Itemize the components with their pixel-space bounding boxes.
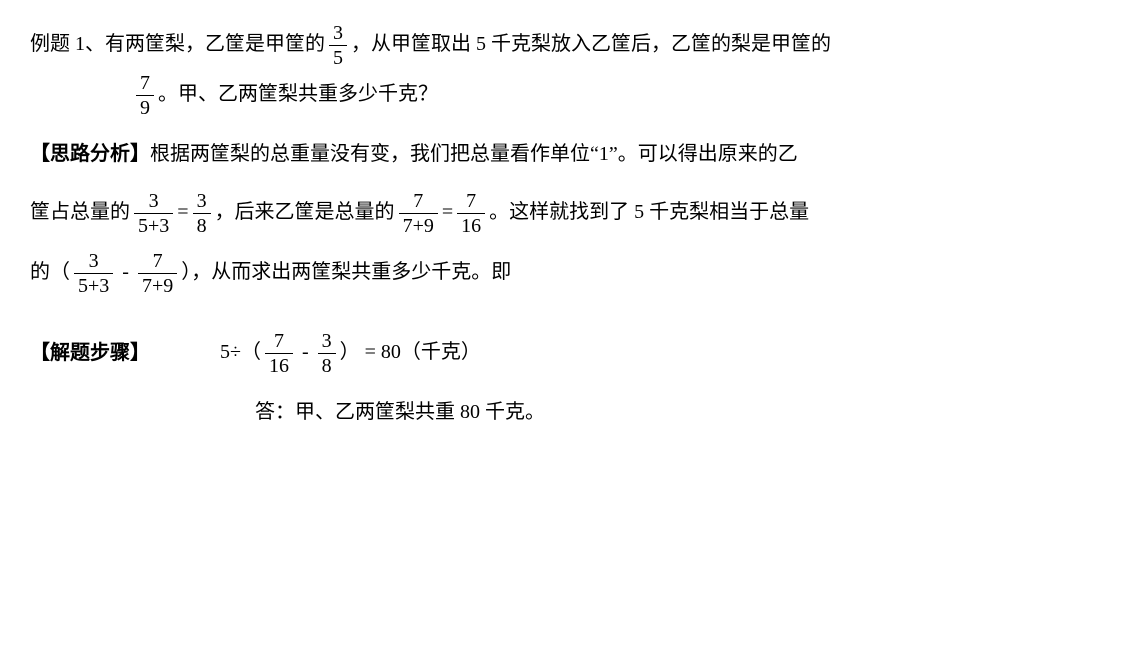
- frac-num: 7: [399, 189, 438, 214]
- problem-text-2a: 。甲、乙两筐梨共重多少千克？: [158, 83, 438, 105]
- eq-b: ） = 80（千克）: [340, 341, 481, 363]
- frac-den: 7+9: [138, 274, 177, 298]
- fraction-s1: 716: [265, 329, 293, 378]
- equals-2: =: [442, 201, 453, 223]
- analysis-line3: 的（35+3 - 77+9），从而求出两筐梨共重多少千克。即: [30, 248, 1113, 298]
- frac-num: 7: [136, 71, 154, 96]
- answer-line: 答：甲、乙两筐梨共重 80 千克。: [255, 388, 1113, 436]
- analysis-t3a: 的（: [30, 261, 70, 283]
- analysis-line2: 筐占总量的35+3=38，后来乙筐是总量的77+9=716。这样就找到了 5 千…: [30, 188, 1113, 238]
- answer-text: 答：甲、乙两筐梨共重 80 千克。: [255, 401, 545, 423]
- frac-num: 7: [138, 249, 177, 274]
- analysis-label: 【思路分析】: [30, 143, 150, 165]
- fraction-f6: 77+9: [138, 249, 177, 298]
- fraction-3-5: 35: [329, 21, 347, 70]
- eq-a: 5÷（: [220, 341, 261, 363]
- fraction-s2: 38: [318, 329, 336, 378]
- fraction-f5: 35+3: [74, 249, 113, 298]
- frac-den: 9: [136, 96, 154, 120]
- fraction-f2: 38: [193, 189, 211, 238]
- equals-1: =: [177, 201, 188, 223]
- problem-text-1a: 有两筐梨，乙筐是甲筐的: [105, 33, 325, 55]
- frac-num: 7: [457, 189, 485, 214]
- analysis-t2a: 筐占总量的: [30, 201, 130, 223]
- problem-line2: 79。甲、乙两筐梨共重多少千克？: [30, 70, 1113, 120]
- frac-den: 5+3: [74, 274, 113, 298]
- analysis-t2b: ，后来乙筐是总量的: [215, 201, 395, 223]
- steps-equation: 5÷（716 - 38） = 80（千克）: [220, 328, 481, 378]
- frac-den: 7+9: [399, 214, 438, 238]
- fraction-f3: 77+9: [399, 189, 438, 238]
- frac-den: 8: [193, 214, 211, 238]
- frac-num: 3: [193, 189, 211, 214]
- minus-2: -: [302, 341, 309, 363]
- analysis-t2c: 。这样就找到了 5 千克梨相当于总量: [489, 201, 809, 223]
- frac-den: 16: [457, 214, 485, 238]
- frac-num: 3: [329, 21, 347, 46]
- steps-label: 【解题步骤】: [30, 329, 150, 377]
- problem-text-1b: ，从甲筐取出 5 千克梨放入乙筐后，乙筐的梨是甲筐的: [351, 33, 831, 55]
- fraction-f1: 35+3: [134, 189, 173, 238]
- frac-den: 8: [318, 354, 336, 378]
- analysis-paragraph: 【思路分析】根据两筐梨的总重量没有变，我们把总量看作单位“1”。可以得出原来的乙: [30, 130, 1113, 178]
- frac-num: 3: [318, 329, 336, 354]
- analysis-t1: 根据两筐梨的总重量没有变，我们把总量看作单位“1”。可以得出原来的乙: [150, 143, 798, 165]
- frac-num: 7: [265, 329, 293, 354]
- analysis-t3b: ），从而求出两筐梨共重多少千克。即: [181, 261, 511, 283]
- frac-den: 16: [265, 354, 293, 378]
- steps-line: 【解题步骤】 5÷（716 - 38） = 80（千克）: [30, 328, 1113, 378]
- frac-num: 3: [134, 189, 173, 214]
- fraction-7-9: 79: [136, 71, 154, 120]
- problem-paragraph: 例题 1、有两筐梨，乙筐是甲筐的35，从甲筐取出 5 千克梨放入乙筐后，乙筐的梨…: [30, 20, 1113, 120]
- frac-den: 5+3: [134, 214, 173, 238]
- minus-1: -: [122, 261, 129, 283]
- frac-num: 3: [74, 249, 113, 274]
- problem-label: 例题 1、: [30, 33, 105, 55]
- frac-den: 5: [329, 46, 347, 70]
- fraction-f4: 716: [457, 189, 485, 238]
